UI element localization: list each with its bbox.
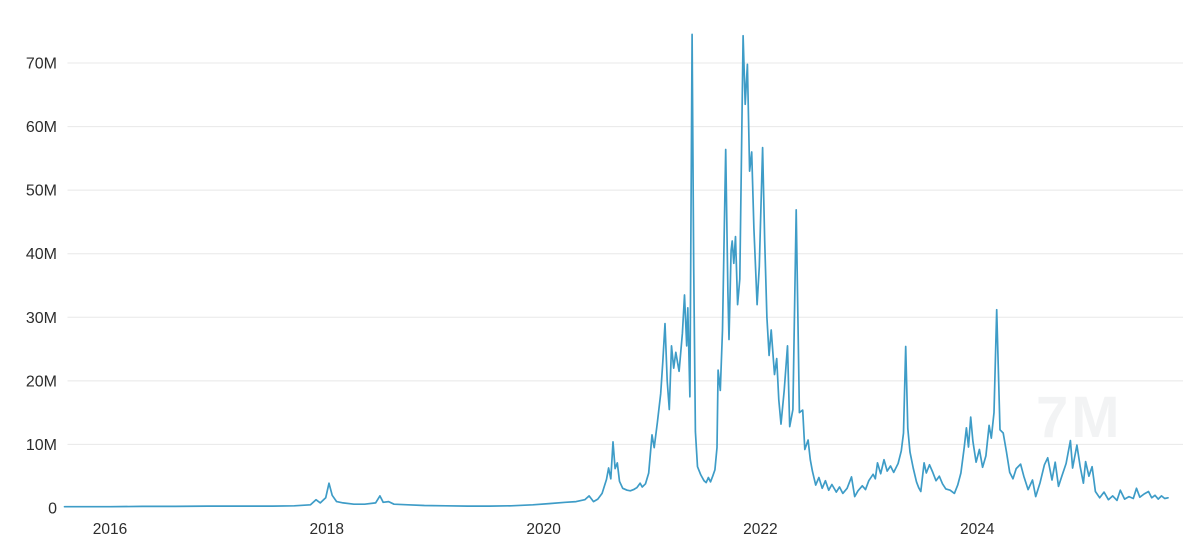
y-axis-label-50M: 50M bbox=[26, 183, 57, 200]
y-axis-label-70M: 70M bbox=[26, 56, 57, 73]
x-axis-label-2022: 2022 bbox=[743, 521, 777, 538]
x-axis-label-2020: 2020 bbox=[526, 521, 561, 538]
y-axis-label-10M: 10M bbox=[26, 437, 57, 454]
x-axis-label-2018: 2018 bbox=[310, 521, 344, 538]
y-axis-label-30M: 30M bbox=[26, 310, 57, 327]
y-axis-label-40M: 40M bbox=[26, 246, 57, 263]
y-axis-label-60M: 60M bbox=[26, 119, 57, 136]
data-line-series-1 bbox=[63, 33, 1169, 508]
x-axis-label-2024: 2024 bbox=[960, 521, 995, 538]
y-axis-label-0: 0 bbox=[48, 501, 57, 518]
plot-area[interactable] bbox=[68, 18, 1184, 512]
y-axis-label-20M: 20M bbox=[26, 373, 57, 390]
x-axis-label-2016: 2016 bbox=[93, 521, 127, 538]
watermark: 7M bbox=[1036, 385, 1123, 450]
